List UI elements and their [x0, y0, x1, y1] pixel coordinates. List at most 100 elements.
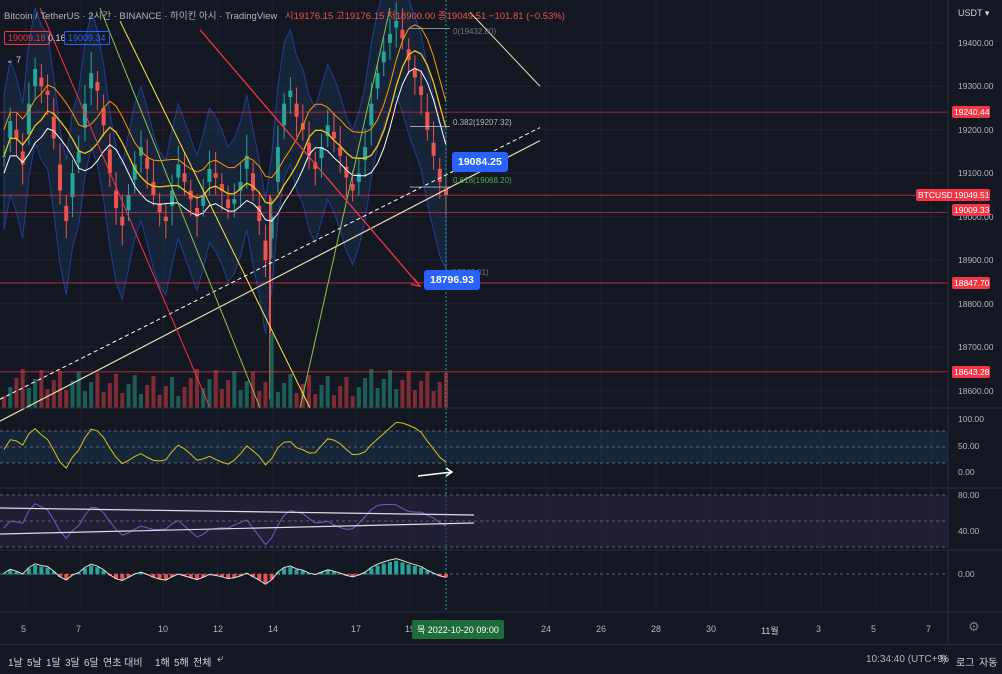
price-tick-label: 19300.00 — [958, 81, 994, 92]
target-callout-upper[interactable]: 19084.25 — [452, 152, 508, 172]
volume-bar — [232, 371, 237, 408]
currency-selector[interactable]: USDT ▾ — [958, 8, 990, 18]
macd-bar — [307, 573, 312, 575]
time-tick-label: 5 — [871, 624, 877, 634]
macd-bar — [8, 570, 13, 575]
volume-bar — [356, 387, 361, 408]
candle-body — [114, 190, 119, 208]
trendline-top — [469, 12, 541, 87]
chevron-down-icon: ⌄ — [6, 55, 17, 65]
macd-histogram — [2, 560, 448, 584]
macd-bar — [26, 568, 31, 575]
volume-bar — [188, 378, 193, 408]
candle-body — [331, 131, 336, 139]
price-level-tag: 19240.44 — [952, 106, 990, 119]
volume-bar — [14, 378, 19, 408]
macd-bar — [170, 574, 175, 577]
volume-bar — [400, 380, 405, 408]
macd-bar — [76, 572, 81, 575]
trendline-green-2 — [299, 7, 391, 409]
timeframe-button[interactable]: 5해 — [174, 658, 189, 669]
timeframe-button[interactable]: 3달 — [65, 658, 80, 669]
candle-body — [14, 129, 19, 139]
macd-line — [3, 558, 447, 585]
time-tick-label: 14 — [268, 624, 279, 634]
log-toggle[interactable]: 로그 — [956, 658, 975, 669]
ma-line-white — [3, 67, 447, 222]
macd-bar — [300, 570, 305, 575]
candle-body — [232, 199, 237, 204]
volume-bar — [45, 389, 50, 408]
candle-body — [394, 21, 399, 28]
price-tick-label: 19200.00 — [958, 124, 994, 135]
timeframe-button[interactable]: 1해 — [155, 658, 170, 669]
candle-body — [132, 164, 137, 180]
candle-body — [288, 90, 293, 98]
volume-bar — [288, 374, 293, 408]
candle-body — [64, 205, 69, 222]
rsi-tick-label: 50.00 — [958, 441, 980, 451]
macd-bar — [275, 572, 280, 575]
volume-bar — [238, 390, 243, 408]
macd-bar — [14, 571, 19, 575]
indicator-collapse-button[interactable]: ⌄ 7 — [6, 55, 22, 65]
macd-bar — [288, 567, 293, 575]
timeframe-button[interactable]: 5날 — [27, 658, 42, 669]
candle-body — [325, 125, 330, 137]
candle-body — [51, 116, 56, 139]
trendline-red-1 — [39, 7, 211, 409]
volume-bar — [263, 382, 268, 408]
bollinger-band — [3, 0, 447, 335]
osc-tick-label: 40.00 — [958, 526, 980, 536]
rsi-tick-label: 100.00 — [958, 414, 984, 424]
volume-bar — [344, 377, 349, 408]
candle-body — [263, 240, 268, 261]
volume-bar — [350, 396, 355, 408]
macd-bar — [201, 574, 206, 578]
clock-display[interactable]: 10:34:40 (UTC+9) — [866, 654, 947, 665]
settings-gear-icon[interactable]: ⚙ — [968, 619, 980, 634]
time-tick-label: 26 — [596, 624, 607, 634]
timeframe-button[interactable]: 1달 — [46, 658, 61, 669]
candle-body — [238, 181, 243, 191]
candle-body — [207, 168, 212, 182]
date-range-icon[interactable]: ⤶ — [217, 651, 224, 665]
timeframe-button[interactable]: 6달 — [84, 658, 99, 669]
time-tick-label: 24 — [541, 624, 552, 634]
candle-body — [381, 51, 386, 63]
macd-bar — [120, 574, 125, 581]
percent-toggle[interactable]: % — [940, 654, 949, 665]
volume-bar — [444, 373, 448, 408]
time-tick-label: 19 — [405, 624, 416, 634]
symbol-title[interactable]: Bitcoin / TetherUS · 2시간 · BINANCE · 하이킨… — [4, 11, 278, 22]
volume-bar — [89, 382, 94, 408]
macd-bar — [437, 574, 442, 577]
volume-bar — [269, 333, 274, 408]
volume-bar — [275, 392, 280, 408]
target-callout-lower[interactable]: 18796.93 — [424, 270, 480, 290]
volume-bar — [120, 393, 125, 408]
osc-trendline-lower — [0, 522, 475, 535]
price-tick-label: 18900.00 — [958, 255, 994, 266]
candle-body — [76, 151, 81, 163]
timeframe-button[interactable]: 연초 대비 — [103, 658, 143, 669]
macd-bar — [425, 570, 430, 575]
timeframe-button[interactable]: 1날 — [8, 658, 23, 669]
candle-body — [126, 194, 131, 211]
volume-bar — [219, 389, 224, 408]
candle-body — [2, 155, 6, 157]
candle-body — [294, 103, 299, 117]
auto-toggle[interactable]: 자동 — [979, 658, 998, 669]
candle-body — [70, 173, 75, 198]
price-tick-label: 19000.00 — [958, 211, 994, 222]
candle-body — [387, 34, 392, 43]
candle-body — [437, 168, 442, 182]
macd-bar — [2, 573, 6, 575]
timeframe-button[interactable]: 전체 — [193, 658, 212, 669]
volume-bar — [406, 371, 411, 408]
macd-bar — [375, 565, 380, 575]
macd-bar — [381, 563, 386, 575]
macd-bar — [406, 564, 411, 575]
